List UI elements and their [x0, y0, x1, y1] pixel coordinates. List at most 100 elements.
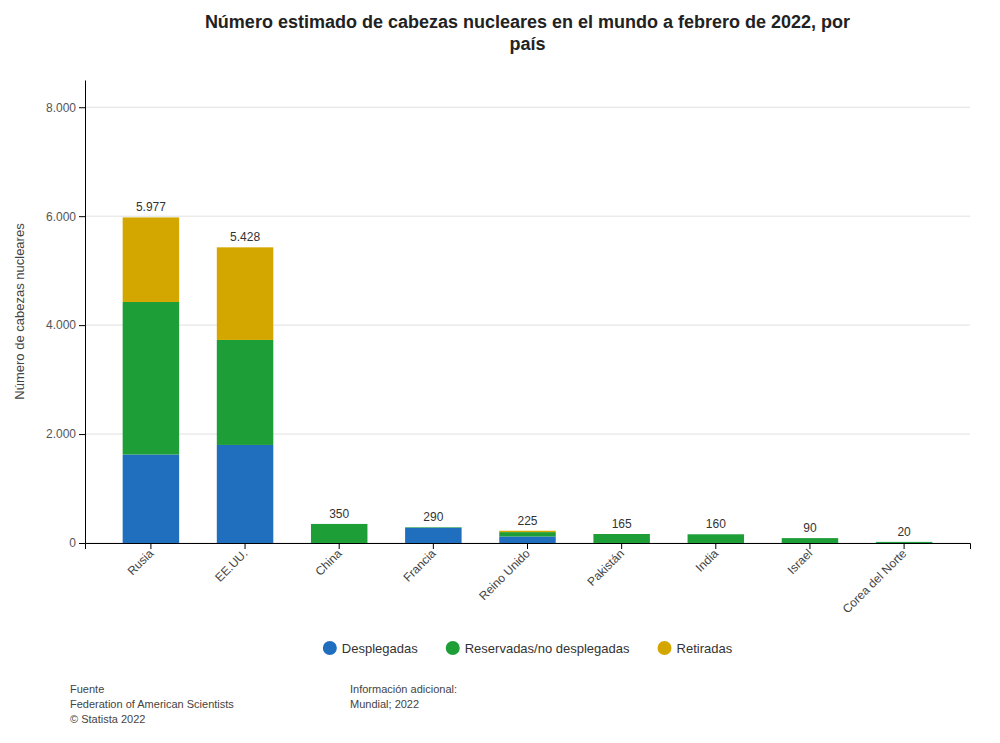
- bar-segment: [688, 534, 744, 535]
- total-label: 290: [423, 510, 443, 524]
- x-tick: Francia: [400, 543, 438, 585]
- x-tick: China: [312, 543, 344, 579]
- y-tick: 6.000: [46, 210, 85, 224]
- legend-marker: [446, 641, 460, 655]
- bar-segment: [217, 247, 273, 340]
- y-tick-mark: [79, 107, 85, 108]
- x-tick-mark: [904, 543, 905, 549]
- x-tick: Israel: [785, 543, 816, 577]
- x-tick-mark: [245, 543, 246, 549]
- legend-label: Retiradas: [677, 641, 733, 656]
- x-tick-label: India: [693, 546, 722, 575]
- bar-series: [123, 217, 556, 532]
- x-tick-label: Francia: [400, 546, 438, 584]
- legend-label: Reservadas/no desplegadas: [465, 641, 630, 656]
- legend-item: Retiradas: [658, 641, 733, 656]
- y-tick: 8.000: [46, 101, 85, 115]
- y-tick-mark: [79, 216, 85, 217]
- legend-marker: [323, 641, 337, 655]
- bar-segment: [311, 524, 367, 543]
- bar-segment: [405, 528, 461, 543]
- grid-line: [85, 107, 970, 108]
- x-tick-label: EE.UU.: [212, 546, 250, 584]
- text-line: © Statista 2022: [70, 713, 145, 725]
- total-label: 90: [803, 521, 817, 535]
- info-note: Información adicional: Mundial; 2022: [350, 683, 457, 710]
- bar-segment: [593, 534, 649, 543]
- bar-segment: [782, 538, 838, 539]
- y-tick-label: 4.000: [46, 318, 76, 332]
- bar-segment: [782, 538, 838, 543]
- bar-segment: [311, 523, 367, 524]
- y-tick: 4.000: [46, 318, 85, 332]
- source-note: Fuente Federation of American Scientists ©…: [70, 683, 234, 725]
- bar-segment: [688, 534, 744, 543]
- x-tick-label: Reino Unido: [476, 546, 533, 603]
- grid: [85, 107, 970, 543]
- x-tick-mark: [809, 543, 810, 549]
- plot: 0 2.000 4.000 6.000 8.000 Rusia EE.UU. China Fra…: [46, 81, 971, 617]
- x-tick: Corea del Norte: [840, 543, 910, 616]
- bar-segment: [876, 543, 932, 544]
- total-label: 5.977: [136, 200, 166, 214]
- bar-segment: [405, 527, 461, 528]
- y-tick: 0: [69, 536, 85, 550]
- bar-segment: [405, 527, 461, 529]
- legend-item: Desplegadas: [323, 641, 418, 656]
- x-tick-label: Rusia: [125, 546, 157, 578]
- x-tick-mark: [527, 543, 528, 549]
- y-tick-label: 2.000: [46, 427, 76, 441]
- x-tick: Pakistán: [585, 543, 627, 589]
- bar-segment: [876, 542, 932, 543]
- bar-segment: [123, 217, 179, 302]
- bar-series: [123, 445, 556, 543]
- x-tick-label: Corea del Norte: [840, 546, 910, 616]
- bar-segment: [123, 454, 179, 543]
- legend-marker: [658, 641, 672, 655]
- chart: 0 2.000 4.000 6.000 8.000 Rusia EE.UU. China Fra…: [0, 0, 1000, 743]
- text-line: país: [509, 34, 545, 54]
- x-tick-label: China: [312, 546, 344, 578]
- x-tick-label: Israel: [785, 546, 816, 577]
- total-label: 225: [517, 514, 537, 528]
- x-tick-mark: [339, 543, 340, 549]
- bar-segment: [593, 534, 649, 535]
- y-tick-label: 6.000: [46, 210, 76, 224]
- bar-segment: [217, 445, 273, 543]
- x-axis-line: [86, 544, 971, 550]
- bars: [123, 217, 933, 543]
- bar-segment: [876, 541, 932, 542]
- x-tick: EE.UU.: [212, 543, 250, 585]
- text-line: Mundial; 2022: [350, 698, 419, 710]
- grid-line: [85, 216, 970, 217]
- bar-segment: [499, 532, 555, 536]
- y-tick-mark: [79, 434, 85, 435]
- x-tick-label: Pakistán: [585, 546, 627, 588]
- x-tick-mark: [621, 543, 622, 549]
- total-label: 160: [706, 517, 726, 531]
- y-tick-mark: [79, 325, 85, 326]
- total-label: 350: [329, 507, 349, 521]
- x-tick-mark: [715, 543, 716, 549]
- y-tick-mark: [79, 543, 85, 544]
- bar-segment: [217, 340, 273, 445]
- bar-segment: [123, 302, 179, 455]
- x-tick: Rusia: [125, 543, 157, 578]
- x-tick: India: [693, 543, 722, 575]
- x-axis: Rusia EE.UU. China Francia Reino Unido Pakist…: [86, 543, 971, 616]
- y-tick: 2.000: [46, 427, 85, 441]
- x-tick-mark: [150, 543, 151, 549]
- y-axis: 0 2.000 4.000 6.000 8.000: [46, 81, 86, 551]
- y-tick-label: 0: [69, 536, 76, 550]
- total-label: 20: [897, 525, 911, 539]
- x-tick-mark: [433, 543, 434, 549]
- x-tick: Reino Unido: [476, 543, 533, 603]
- text-line: Federation of American Scientists: [70, 698, 234, 710]
- legend-label: Desplegadas: [342, 641, 418, 656]
- text-line: Información adicional:: [350, 683, 457, 695]
- bar-segment: [499, 536, 555, 543]
- total-label: 5.428: [230, 230, 260, 244]
- bar-segment: [499, 531, 555, 532]
- text-line: Fuente: [70, 683, 104, 695]
- y-axis-line: [85, 81, 86, 544]
